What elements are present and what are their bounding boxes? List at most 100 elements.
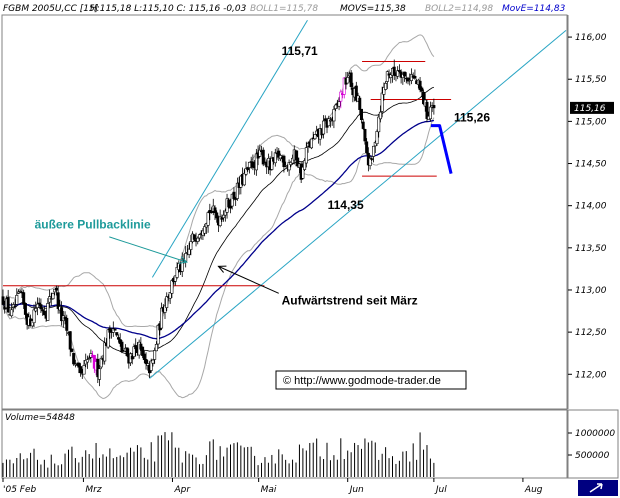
candle-body-164 xyxy=(284,165,288,167)
candle-body-248 xyxy=(428,106,432,120)
candle-body-200 xyxy=(346,77,350,84)
candle-body-100 xyxy=(173,275,177,282)
x-tick-label-0: '05 Feb xyxy=(3,485,37,495)
candle-body-8 xyxy=(15,295,19,305)
candle-body-113 xyxy=(196,237,200,242)
candle-body-196 xyxy=(339,91,343,102)
candle-body-44 xyxy=(77,362,81,368)
candle-body-158 xyxy=(273,152,277,164)
candle-body-213 xyxy=(368,157,372,167)
candle-body-193 xyxy=(334,104,338,109)
candle-body-160 xyxy=(277,150,281,158)
candle-body-41 xyxy=(72,353,76,365)
candles xyxy=(1,59,436,387)
header-boll2: BOLL2=114,98 xyxy=(425,4,493,14)
candle-body-225 xyxy=(389,74,393,78)
x-tick-label-2: Apr xyxy=(173,485,191,495)
candle-body-244 xyxy=(422,91,426,105)
candle-body-5 xyxy=(10,309,14,317)
candle-body-186 xyxy=(322,120,326,135)
volume-label: Volume=54848 xyxy=(5,413,75,423)
candle-body-222 xyxy=(384,83,388,90)
annotations: 115,71 115,26 114,35 äußere Pullbacklinie Au… xyxy=(35,44,491,308)
candle-body-86 xyxy=(149,360,153,371)
candle-body-32 xyxy=(56,292,60,309)
volume-axis-frame xyxy=(567,409,619,479)
candle-body-136 xyxy=(235,182,239,199)
candle-body-21 xyxy=(37,302,41,305)
annotation-2: 114,35 xyxy=(328,198,364,212)
candle-body-163 xyxy=(282,155,286,168)
candle-body-189 xyxy=(327,118,331,127)
candle-body-135 xyxy=(234,198,238,200)
candle-body-109 xyxy=(189,241,193,250)
y-tick-label-7: 115,50 xyxy=(575,75,607,85)
candle-body-223 xyxy=(385,71,389,82)
navigation-arrow-box[interactable] xyxy=(578,480,618,496)
candle-body-12 xyxy=(22,292,26,305)
candle-body-202 xyxy=(349,72,353,87)
candle-body-129 xyxy=(223,210,227,216)
candle-body-166 xyxy=(287,162,291,171)
candle-body-243 xyxy=(420,87,424,92)
candle-body-65 xyxy=(113,328,117,331)
header-boll1: BOLL1=115,78 xyxy=(250,4,318,14)
candle-body-49 xyxy=(85,359,89,363)
candle-body-171 xyxy=(296,157,300,167)
candle-body-17 xyxy=(30,320,34,327)
candle-body-83 xyxy=(144,359,148,365)
candle-body-30 xyxy=(53,288,57,293)
candle-body-37 xyxy=(65,317,69,331)
candle-body-39 xyxy=(68,331,72,350)
candle-body-75 xyxy=(130,355,134,360)
candle-body-89 xyxy=(154,343,158,352)
price-panel-frame xyxy=(1,14,568,410)
x-tick-label-3: Mai xyxy=(261,485,277,495)
x-tick-label-5: Jul xyxy=(434,485,447,495)
candle-body-216 xyxy=(373,141,377,147)
candle-body-121 xyxy=(210,211,214,213)
candle-body-80 xyxy=(139,343,143,350)
candle-body-218 xyxy=(377,116,381,133)
candle-body-156 xyxy=(270,157,274,170)
candle-body-149 xyxy=(258,149,262,157)
y-tick-label-4: 114,00 xyxy=(575,202,607,212)
candle-body-94 xyxy=(163,305,167,313)
candle-body-126 xyxy=(218,216,222,226)
candle-body-195 xyxy=(337,101,341,107)
copyright-text[interactable]: © http://www.godmode-trader.de xyxy=(283,375,441,387)
candle-body-22 xyxy=(39,304,43,310)
candle-body-119 xyxy=(206,212,210,226)
y-tick-label-1: 112,50 xyxy=(575,328,607,338)
candle-body-18 xyxy=(32,309,36,324)
header-ohlc: H:115,18 L:115,10 C: 115,16 -0,03 xyxy=(90,4,247,14)
candle-body-34 xyxy=(60,307,64,322)
candle-body-23 xyxy=(41,309,45,312)
candle-body-128 xyxy=(222,214,226,219)
candle-body-207 xyxy=(358,97,362,110)
candle-body-61 xyxy=(106,329,110,348)
candle-body-239 xyxy=(413,75,417,79)
candle-body-134 xyxy=(232,191,236,200)
candle-body-190 xyxy=(328,119,332,122)
candle-body-9 xyxy=(17,291,21,294)
arrow-head-1 xyxy=(217,265,227,273)
vol-tick-label-0: 500000 xyxy=(575,451,610,461)
candle-body-142 xyxy=(246,167,250,171)
candle-body-97 xyxy=(168,292,172,299)
candle-body-29 xyxy=(51,293,55,300)
candle-body-117 xyxy=(203,226,207,234)
candle-body-221 xyxy=(382,87,386,95)
candle-body-208 xyxy=(359,108,363,121)
candle-body-145 xyxy=(251,161,255,168)
candle-body-174 xyxy=(301,166,305,179)
annotation-4: Aufwärtstrend seit März xyxy=(282,293,418,307)
candle-body-229 xyxy=(396,70,400,77)
copyright-box xyxy=(275,370,467,390)
candle-body-209 xyxy=(361,121,365,129)
annotation-0: 115,71 xyxy=(282,44,318,58)
candle-body-57 xyxy=(99,357,103,368)
candle-body-250 xyxy=(432,105,436,109)
candle-body-0 xyxy=(1,296,5,305)
y-tick-label-0: 112,00 xyxy=(575,370,607,380)
